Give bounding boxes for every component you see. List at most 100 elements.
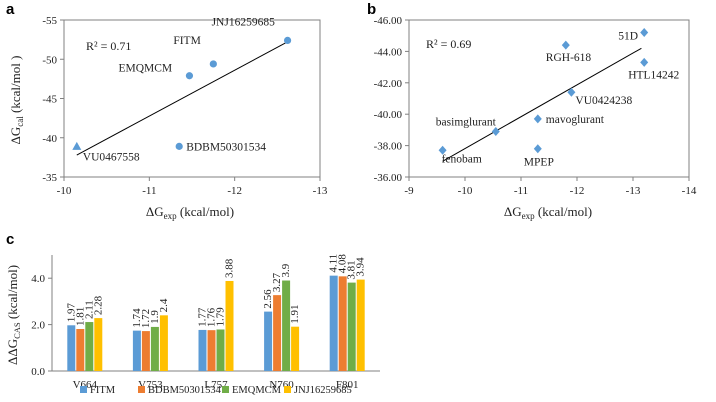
bar-jnj16259685-f801 (356, 279, 365, 371)
fit-line-a (76, 39, 291, 156)
x-tick-label-b: -14 (682, 185, 697, 197)
point-label-mpep: MPEP (524, 157, 554, 169)
bar-value-label: 2.56 (262, 289, 274, 309)
data-point-vu0467558 (72, 141, 82, 150)
bar-value-label: 1.77 (197, 307, 209, 327)
x-axis-label-b: ΔGexp (kcal/mol) (504, 204, 592, 221)
bar-value-label: 3.81 (346, 260, 358, 279)
bar-bdbm50301534-f801 (338, 276, 347, 371)
y-axis-label-c: ΔΔGCAS (kcal/mol) (5, 265, 22, 365)
data-point-51d (640, 28, 649, 38)
x-tick-label-a: -13 (313, 185, 328, 197)
legend-label-jnj16259685: JNJ16259685 (294, 385, 352, 396)
y-tick-label-b: -44.00 (374, 46, 403, 58)
y-tick-label-b: -36.00 (374, 172, 403, 184)
bar-fitm-v753 (132, 330, 141, 371)
bar-jnj16259685-v753 (159, 315, 168, 371)
bar-value-label: 3.9 (280, 263, 292, 277)
bar-value-label: 1.76 (206, 307, 218, 327)
panel-c-letter: c (6, 231, 14, 248)
bar-emqmcm-v753 (150, 326, 159, 371)
bar-value-label: 4.11 (328, 254, 340, 273)
point-label-bdbm50301534: BDBM50301534 (186, 141, 266, 153)
y-axis-label-a: ΔGcal (kcal/mol ) (8, 56, 25, 145)
x-axis-label-a: ΔGexp (kcal/mol) (146, 204, 234, 221)
bar-value-label: 1.79 (215, 307, 227, 327)
data-point-fenobam (438, 145, 447, 155)
bar-panel-c: 0.0 2.0 4.0 1.971.812.112.28 1.741.721.92.4… (5, 254, 380, 396)
data-point-emqmcm (185, 72, 194, 80)
x-tick-label-b: -13 (626, 185, 641, 197)
bar-fitm-v664 (67, 325, 76, 371)
bar-fitm-l757 (198, 329, 207, 371)
plot-area-b (408, 19, 690, 178)
bar-jnj16259685-v664 (94, 318, 103, 371)
data-point-rgh-618 (561, 40, 570, 50)
bar-value-label: 4.08 (337, 254, 349, 274)
y-tick-label-c: 2.0 (31, 320, 45, 332)
data-point-fitm (209, 60, 217, 68)
point-label-vu0467558: VU0467558 (83, 151, 140, 163)
y-tick-label-a: -45 (42, 94, 57, 106)
point-label-jnj16259685: JNJ16259685 (212, 16, 276, 28)
category-label-v664: V664 (73, 379, 98, 391)
y-tick-label-c: 4.0 (31, 273, 45, 285)
data-point-htl14242 (640, 57, 649, 67)
bar-value-label: 2.11 (83, 300, 95, 319)
point-label-mavoglurant: mavoglurant (546, 114, 605, 126)
data-point-basimglurant (491, 126, 500, 136)
y-tick-label-b: -40.00 (374, 109, 403, 121)
point-label-fenobam: fenobam (442, 153, 482, 165)
bar-emqmcm-l757 (216, 329, 225, 371)
category-label-f801: F801 (336, 379, 359, 391)
point-label-fitm: FITM (173, 35, 200, 47)
legend-label-fitm: FITM (90, 385, 116, 396)
bar-jnj16259685-l757 (225, 280, 234, 371)
bar-value-label: 2.4 (158, 298, 170, 312)
bar-bdbm50301534-l757 (207, 330, 216, 371)
r-squared-a: R² = 0.71 (86, 39, 131, 53)
bar-fitm-n760 (264, 311, 273, 371)
y-tick-label-c: 0.0 (31, 366, 45, 378)
panel-a-letter: a (6, 1, 15, 18)
legend-swatch-jnj16259685 (284, 386, 291, 393)
x-tick-label-b: -12 (570, 185, 585, 197)
bar-jnj16259685-n760 (291, 326, 300, 371)
legend-swatch-bdbm50301534 (138, 386, 145, 393)
y-tick-label-b: -42.00 (374, 78, 403, 90)
x-tick-label-a: -12 (227, 185, 242, 197)
y-tick-label-a: -55 (42, 15, 57, 27)
point-label-vu0424238: VU0424238 (575, 95, 632, 107)
panel-b-letter: b (367, 1, 376, 18)
y-tick-label-a: -35 (42, 172, 57, 184)
y-tick-label-b: -38.00 (374, 141, 403, 153)
y-tick-label-a: -40 (42, 133, 57, 145)
x-tick-label-b: -11 (514, 185, 528, 197)
data-point-mavoglurant (533, 114, 542, 124)
legend-label-emqmcm: EMQMCM (232, 385, 282, 396)
x-tick-label-b: -10 (458, 185, 473, 197)
bar-value-label: 1.91 (289, 304, 301, 323)
bar-value-label: 1.72 (140, 309, 152, 328)
bar-value-label: 3.94 (355, 257, 367, 277)
point-label-emqmcm: EMQMCM (118, 63, 172, 75)
bar-fitm-f801 (329, 275, 338, 371)
data-point-jnj16259685 (283, 36, 292, 45)
bar-value-label: 1.9 (149, 310, 161, 324)
legend-label-bdbm50301534: BDBM50301534 (148, 385, 222, 396)
y-tick-label-b: -46.00 (374, 15, 403, 27)
x-tick-label-a: -11 (142, 185, 156, 197)
bar-value-label: 1.81 (74, 307, 86, 326)
bar-value-label: 3.27 (271, 272, 283, 292)
point-label-51d: 51D (618, 31, 638, 43)
bar-emqmcm-v664 (85, 322, 94, 371)
data-point-bdbm50301534 (175, 142, 183, 150)
point-label-htl14242: HTL14242 (628, 69, 679, 81)
bar-emqmcm-n760 (282, 280, 291, 371)
y-tick-label-a: -50 (42, 54, 57, 66)
r-squared-b: R² = 0.69 (426, 37, 471, 51)
legend-swatch-emqmcm (222, 386, 229, 393)
scatter-panel-b: -9 -10 -11 -12 -13 -14 -36.00 -38.00 -40.00 -42.… (374, 15, 697, 221)
x-tick-label-a: -10 (57, 185, 72, 197)
